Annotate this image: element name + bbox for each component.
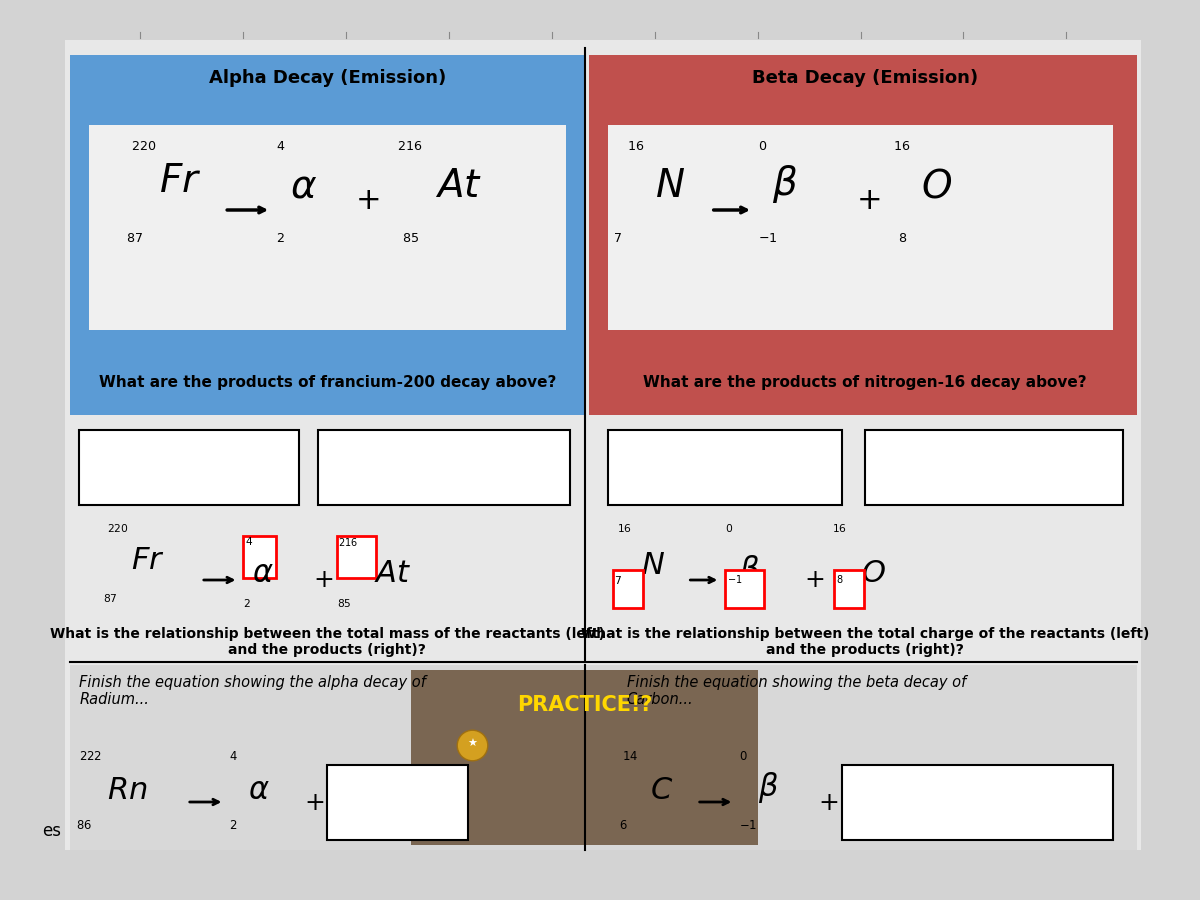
- Text: $^{4}$: $^{4}$: [245, 538, 253, 553]
- FancyBboxPatch shape: [608, 125, 1114, 330]
- Text: $+$: $+$: [804, 568, 824, 592]
- Text: $\alpha$: $\alpha$: [252, 559, 274, 588]
- Text: $^{16}$: $^{16}$: [626, 142, 644, 160]
- Text: $_{-1}$: $_{-1}$: [757, 227, 778, 245]
- Text: $^{216}$: $^{216}$: [397, 142, 422, 160]
- Text: What are the products of francium-200 decay above?: What are the products of francium-200 de…: [98, 375, 556, 391]
- Text: What are the products of nitrogen-16 decay above?: What are the products of nitrogen-16 dec…: [643, 375, 1087, 391]
- Text: $^{4}$: $^{4}$: [229, 752, 238, 770]
- Text: $_{6}$: $_{6}$: [619, 814, 628, 832]
- Text: $\mathit{C}$: $\mathit{C}$: [650, 776, 673, 805]
- Text: What is the relationship between the total mass of the reactants (left)
and the : What is the relationship between the tot…: [49, 627, 605, 657]
- FancyBboxPatch shape: [646, 55, 1085, 100]
- Text: $+$: $+$: [313, 568, 334, 592]
- Text: $\mathit{At}$: $\mathit{At}$: [374, 559, 412, 588]
- Text: $\mathit{Fr}$: $\mathit{Fr}$: [158, 162, 202, 200]
- Text: $_{2}$: $_{2}$: [244, 595, 251, 610]
- Text: $^{222}$: $^{222}$: [79, 752, 102, 770]
- Text: $_{2}$: $_{2}$: [276, 227, 284, 245]
- Text: $_{86}$: $_{86}$: [77, 814, 92, 832]
- Text: $\alpha$: $\alpha$: [290, 167, 317, 205]
- Text: $^{0}$: $^{0}$: [757, 142, 767, 160]
- Bar: [842, 765, 1114, 840]
- Text: $_{85}$: $_{85}$: [402, 227, 419, 245]
- Text: $_{85}$: $_{85}$: [336, 595, 352, 610]
- Bar: [336, 536, 376, 578]
- Text: $+$: $+$: [856, 186, 881, 215]
- Text: Finish the equation showing the alpha decay of
Radium...: Finish the equation showing the alpha de…: [79, 675, 426, 707]
- FancyBboxPatch shape: [70, 55, 584, 415]
- Text: PRACTICE!?: PRACTICE!?: [517, 695, 653, 715]
- FancyBboxPatch shape: [412, 670, 757, 845]
- Text: $+$: $+$: [304, 791, 324, 815]
- Text: $\beta$: $\beta$: [739, 553, 760, 588]
- Text: $^{16}$: $^{16}$: [833, 525, 847, 540]
- Text: Finish the equation showing the beta decay of
Carbon...: Finish the equation showing the beta dec…: [626, 675, 966, 707]
- FancyBboxPatch shape: [89, 125, 566, 330]
- Text: es: es: [42, 822, 61, 840]
- FancyBboxPatch shape: [70, 350, 584, 415]
- Text: $_{8}$: $_{8}$: [836, 572, 844, 586]
- Text: $\mathit{At}$: $\mathit{At}$: [434, 167, 482, 205]
- Text: Alpha Decay (Emission): Alpha Decay (Emission): [209, 69, 446, 87]
- Text: $_{87}$: $_{87}$: [103, 590, 118, 605]
- Text: $^{16}$: $^{16}$: [617, 525, 632, 540]
- Text: $^{220}$: $^{220}$: [131, 142, 156, 160]
- Text: $\beta$: $\beta$: [757, 770, 778, 805]
- Bar: [612, 570, 642, 608]
- FancyBboxPatch shape: [589, 55, 1136, 415]
- FancyBboxPatch shape: [70, 665, 1136, 850]
- Text: $\mathit{O}$: $\mathit{O}$: [860, 559, 886, 588]
- Text: $^{216}$: $^{216}$: [338, 538, 359, 552]
- Bar: [608, 430, 842, 505]
- Text: $_{-1}$: $_{-1}$: [727, 572, 743, 586]
- Text: $\mathit{Fr}$: $\mathit{Fr}$: [131, 546, 164, 575]
- Text: What is the relationship between the total charge of the reactants (left)
and th: What is the relationship between the tot…: [581, 627, 1150, 657]
- Text: $^{0}$: $^{0}$: [725, 525, 733, 540]
- Bar: [865, 430, 1122, 505]
- Bar: [834, 570, 864, 608]
- Text: $\mathit{N}$: $\mathit{N}$: [655, 167, 685, 205]
- Text: $^{16}$: $^{16}$: [893, 142, 911, 160]
- FancyBboxPatch shape: [589, 350, 1136, 415]
- Text: Beta Decay (Emission): Beta Decay (Emission): [752, 69, 978, 87]
- FancyBboxPatch shape: [65, 40, 1141, 850]
- Text: $\alpha$: $\alpha$: [247, 776, 269, 805]
- Bar: [725, 570, 764, 608]
- Text: $\beta$: $\beta$: [772, 163, 797, 205]
- Text: $^{0}$: $^{0}$: [739, 752, 748, 770]
- Text: $_{-1}$: $_{-1}$: [739, 814, 757, 832]
- Text: $^{4}$: $^{4}$: [276, 142, 286, 160]
- Text: $_{87}$: $_{87}$: [126, 227, 143, 245]
- Text: $\bigstar$: $\bigstar$: [467, 736, 478, 748]
- Text: $\mathit{Rn}$: $\mathit{Rn}$: [107, 776, 148, 805]
- Text: $^{14}$: $^{14}$: [622, 752, 638, 770]
- Bar: [328, 765, 468, 840]
- Text: $\mathit{O}$: $\mathit{O}$: [922, 167, 953, 205]
- Text: $_{2}$: $_{2}$: [229, 814, 238, 832]
- Text: $_{7}$: $_{7}$: [614, 572, 623, 587]
- Text: $^{220}$: $^{220}$: [107, 525, 130, 540]
- FancyBboxPatch shape: [107, 55, 547, 100]
- Text: $+$: $+$: [355, 186, 379, 215]
- Text: $\mathit{N}$: $\mathit{N}$: [641, 551, 665, 580]
- Bar: [318, 430, 570, 505]
- Text: $_{7}$: $_{7}$: [612, 227, 622, 245]
- Bar: [79, 430, 299, 505]
- Text: $_{8}$: $_{8}$: [898, 227, 907, 245]
- Bar: [244, 536, 276, 578]
- Text: $+$: $+$: [818, 791, 839, 815]
